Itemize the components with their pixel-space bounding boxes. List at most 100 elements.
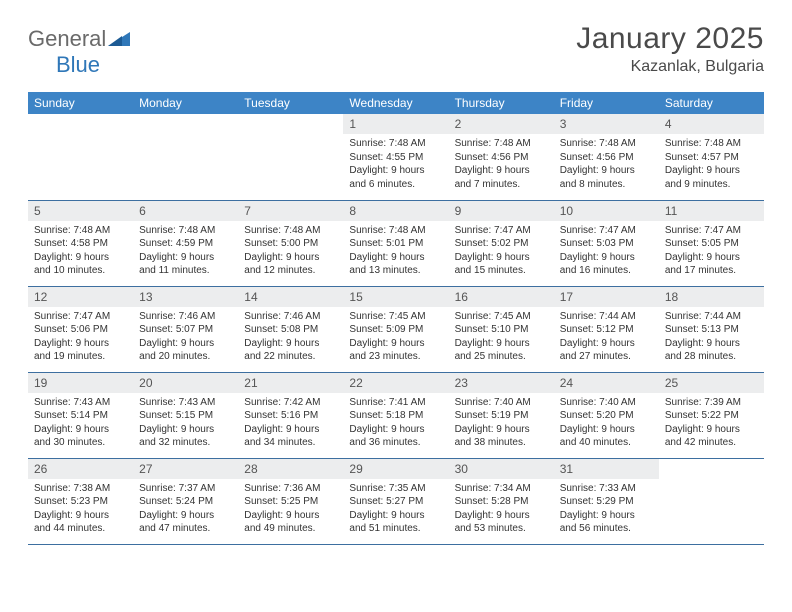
day-number: 28 <box>238 459 343 479</box>
day-number: 4 <box>659 114 764 134</box>
day-content: Sunrise: 7:47 AMSunset: 5:02 PMDaylight:… <box>449 221 554 282</box>
day-content: Sunrise: 7:48 AMSunset: 4:55 PMDaylight:… <box>343 134 448 195</box>
day-content: Sunrise: 7:48 AMSunset: 4:59 PMDaylight:… <box>133 221 238 282</box>
day-number: 29 <box>343 459 448 479</box>
calendar-cell: 24Sunrise: 7:40 AMSunset: 5:20 PMDayligh… <box>554 372 659 458</box>
calendar-cell: 11Sunrise: 7:47 AMSunset: 5:05 PMDayligh… <box>659 200 764 286</box>
calendar-cell: 25Sunrise: 7:39 AMSunset: 5:22 PMDayligh… <box>659 372 764 458</box>
calendar-cell: 8Sunrise: 7:48 AMSunset: 5:01 PMDaylight… <box>343 200 448 286</box>
day-number: 13 <box>133 287 238 307</box>
weekday-header: Monday <box>133 92 238 114</box>
calendar-cell: 17Sunrise: 7:44 AMSunset: 5:12 PMDayligh… <box>554 286 659 372</box>
day-content: Sunrise: 7:41 AMSunset: 5:18 PMDaylight:… <box>343 393 448 454</box>
calendar-cell: 5Sunrise: 7:48 AMSunset: 4:58 PMDaylight… <box>28 200 133 286</box>
calendar-cell: 7Sunrise: 7:48 AMSunset: 5:00 PMDaylight… <box>238 200 343 286</box>
calendar-cell: 26Sunrise: 7:38 AMSunset: 5:23 PMDayligh… <box>28 458 133 544</box>
brand-part1: General <box>28 26 106 51</box>
day-number: 31 <box>554 459 659 479</box>
calendar-cell: 3Sunrise: 7:48 AMSunset: 4:56 PMDaylight… <box>554 114 659 200</box>
day-number: 25 <box>659 373 764 393</box>
calendar-week-row: 19Sunrise: 7:43 AMSunset: 5:14 PMDayligh… <box>28 372 764 458</box>
day-content: Sunrise: 7:43 AMSunset: 5:14 PMDaylight:… <box>28 393 133 454</box>
calendar-cell: 1Sunrise: 7:48 AMSunset: 4:55 PMDaylight… <box>343 114 448 200</box>
day-content: Sunrise: 7:48 AMSunset: 5:01 PMDaylight:… <box>343 221 448 282</box>
calendar-cell: 6Sunrise: 7:48 AMSunset: 4:59 PMDaylight… <box>133 200 238 286</box>
day-content: Sunrise: 7:48 AMSunset: 4:56 PMDaylight:… <box>449 134 554 195</box>
day-number: 6 <box>133 201 238 221</box>
day-content: Sunrise: 7:40 AMSunset: 5:19 PMDaylight:… <box>449 393 554 454</box>
weekday-header: Friday <box>554 92 659 114</box>
calendar-cell: 31Sunrise: 7:33 AMSunset: 5:29 PMDayligh… <box>554 458 659 544</box>
day-content: Sunrise: 7:45 AMSunset: 5:10 PMDaylight:… <box>449 307 554 368</box>
day-content: Sunrise: 7:43 AMSunset: 5:15 PMDaylight:… <box>133 393 238 454</box>
day-number: 19 <box>28 373 133 393</box>
day-content: Sunrise: 7:39 AMSunset: 5:22 PMDaylight:… <box>659 393 764 454</box>
day-number: 1 <box>343 114 448 134</box>
day-number: 9 <box>449 201 554 221</box>
calendar-week-row: 26Sunrise: 7:38 AMSunset: 5:23 PMDayligh… <box>28 458 764 544</box>
day-content: Sunrise: 7:37 AMSunset: 5:24 PMDaylight:… <box>133 479 238 540</box>
calendar-cell: 21Sunrise: 7:42 AMSunset: 5:16 PMDayligh… <box>238 372 343 458</box>
day-content: Sunrise: 7:44 AMSunset: 5:12 PMDaylight:… <box>554 307 659 368</box>
logo-triangle-icon <box>108 26 130 52</box>
brand-part2: Blue <box>56 52 100 77</box>
day-number: 24 <box>554 373 659 393</box>
month-title: January 2025 <box>576 22 764 56</box>
day-number: 22 <box>343 373 448 393</box>
day-number: 30 <box>449 459 554 479</box>
day-content: Sunrise: 7:36 AMSunset: 5:25 PMDaylight:… <box>238 479 343 540</box>
calendar-cell: 19Sunrise: 7:43 AMSunset: 5:14 PMDayligh… <box>28 372 133 458</box>
day-number: 27 <box>133 459 238 479</box>
calendar-cell-empty <box>133 114 238 200</box>
calendar-cell: 30Sunrise: 7:34 AMSunset: 5:28 PMDayligh… <box>449 458 554 544</box>
day-content: Sunrise: 7:45 AMSunset: 5:09 PMDaylight:… <box>343 307 448 368</box>
day-number: 8 <box>343 201 448 221</box>
day-content: Sunrise: 7:47 AMSunset: 5:06 PMDaylight:… <box>28 307 133 368</box>
day-content: Sunrise: 7:46 AMSunset: 5:07 PMDaylight:… <box>133 307 238 368</box>
calendar-cell: 14Sunrise: 7:46 AMSunset: 5:08 PMDayligh… <box>238 286 343 372</box>
calendar-cell: 10Sunrise: 7:47 AMSunset: 5:03 PMDayligh… <box>554 200 659 286</box>
calendar-cell: 27Sunrise: 7:37 AMSunset: 5:24 PMDayligh… <box>133 458 238 544</box>
day-content: Sunrise: 7:48 AMSunset: 5:00 PMDaylight:… <box>238 221 343 282</box>
calendar-head: SundayMondayTuesdayWednesdayThursdayFrid… <box>28 92 764 114</box>
calendar-cell: 9Sunrise: 7:47 AMSunset: 5:02 PMDaylight… <box>449 200 554 286</box>
calendar-week-row: 1Sunrise: 7:48 AMSunset: 4:55 PMDaylight… <box>28 114 764 200</box>
day-content: Sunrise: 7:46 AMSunset: 5:08 PMDaylight:… <box>238 307 343 368</box>
day-number: 20 <box>133 373 238 393</box>
weekday-header: Saturday <box>659 92 764 114</box>
calendar-table: SundayMondayTuesdayWednesdayThursdayFrid… <box>28 92 764 545</box>
calendar-cell: 28Sunrise: 7:36 AMSunset: 5:25 PMDayligh… <box>238 458 343 544</box>
day-content: Sunrise: 7:48 AMSunset: 4:56 PMDaylight:… <box>554 134 659 195</box>
calendar-week-row: 5Sunrise: 7:48 AMSunset: 4:58 PMDaylight… <box>28 200 764 286</box>
day-number: 5 <box>28 201 133 221</box>
calendar-body: 1Sunrise: 7:48 AMSunset: 4:55 PMDaylight… <box>28 114 764 544</box>
calendar-cell: 23Sunrise: 7:40 AMSunset: 5:19 PMDayligh… <box>449 372 554 458</box>
day-number: 7 <box>238 201 343 221</box>
calendar-cell: 2Sunrise: 7:48 AMSunset: 4:56 PMDaylight… <box>449 114 554 200</box>
calendar-cell: 29Sunrise: 7:35 AMSunset: 5:27 PMDayligh… <box>343 458 448 544</box>
day-number: 17 <box>554 287 659 307</box>
day-content: Sunrise: 7:42 AMSunset: 5:16 PMDaylight:… <box>238 393 343 454</box>
day-content: Sunrise: 7:40 AMSunset: 5:20 PMDaylight:… <box>554 393 659 454</box>
calendar-cell-empty <box>238 114 343 200</box>
day-number: 16 <box>449 287 554 307</box>
day-content: Sunrise: 7:38 AMSunset: 5:23 PMDaylight:… <box>28 479 133 540</box>
weekday-header: Thursday <box>449 92 554 114</box>
day-content: Sunrise: 7:47 AMSunset: 5:03 PMDaylight:… <box>554 221 659 282</box>
calendar-cell: 12Sunrise: 7:47 AMSunset: 5:06 PMDayligh… <box>28 286 133 372</box>
day-number: 11 <box>659 201 764 221</box>
day-number: 15 <box>343 287 448 307</box>
calendar-week-row: 12Sunrise: 7:47 AMSunset: 5:06 PMDayligh… <box>28 286 764 372</box>
calendar-cell: 4Sunrise: 7:48 AMSunset: 4:57 PMDaylight… <box>659 114 764 200</box>
day-content: Sunrise: 7:48 AMSunset: 4:57 PMDaylight:… <box>659 134 764 195</box>
day-number: 2 <box>449 114 554 134</box>
calendar-cell: 16Sunrise: 7:45 AMSunset: 5:10 PMDayligh… <box>449 286 554 372</box>
day-number: 23 <box>449 373 554 393</box>
calendar-cell: 18Sunrise: 7:44 AMSunset: 5:13 PMDayligh… <box>659 286 764 372</box>
day-content: Sunrise: 7:44 AMSunset: 5:13 PMDaylight:… <box>659 307 764 368</box>
brand-text: GeneralBlue <box>28 26 130 78</box>
day-number: 26 <box>28 459 133 479</box>
page-header: GeneralBlue January 2025 Kazanlak, Bulga… <box>28 22 764 78</box>
day-content: Sunrise: 7:48 AMSunset: 4:58 PMDaylight:… <box>28 221 133 282</box>
title-block: January 2025 Kazanlak, Bulgaria <box>576 22 764 76</box>
